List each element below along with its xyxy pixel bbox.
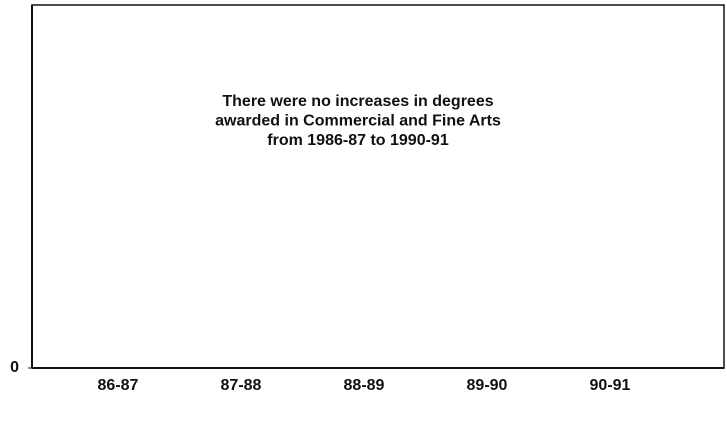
y-tick-label: 0 [10, 359, 19, 376]
x-tick-label: 90-91 [590, 377, 631, 394]
x-tick-label: 88-89 [344, 377, 385, 394]
annotation-line: awarded in Commercial and Fine Arts [215, 113, 501, 130]
annotation-line: from 1986-87 to 1990-91 [267, 132, 449, 149]
x-tick-label: 86-87 [98, 377, 139, 394]
x-tick-label: 89-90 [467, 377, 508, 394]
x-tick-label: 87-88 [221, 377, 262, 394]
annotation-line: There were no increases in degrees [222, 93, 493, 110]
plot-frame [31, 4, 725, 369]
